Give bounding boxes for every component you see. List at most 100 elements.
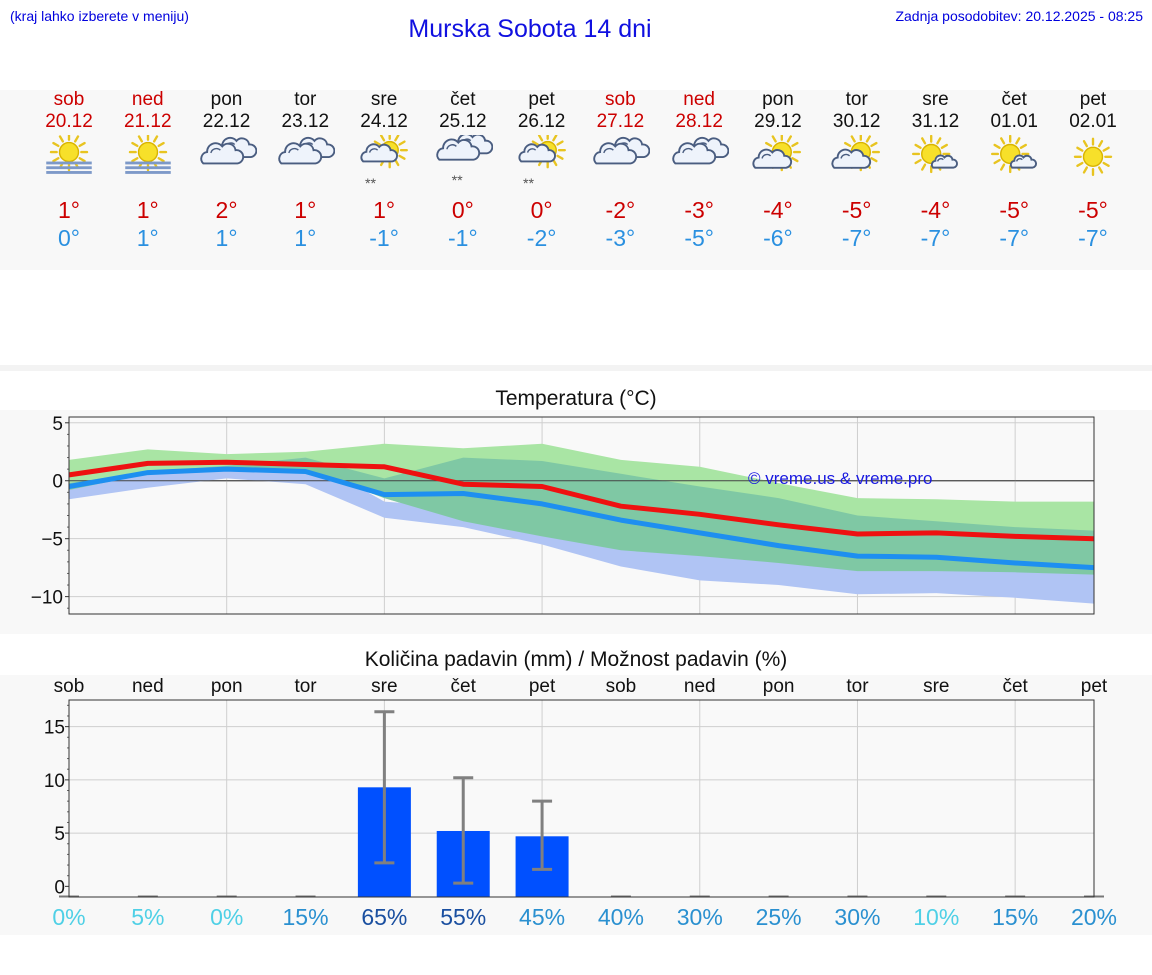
y-tick-label: 5	[54, 824, 65, 845]
temp-min: -1°	[369, 225, 399, 251]
temp-min: 1°	[294, 225, 317, 251]
temp-max: -2°	[605, 197, 636, 223]
precip-chance: 45%	[519, 904, 566, 930]
precip-day-label: pet	[528, 676, 556, 697]
day-date: 31.12	[911, 111, 960, 132]
precip-day-label: sob	[605, 676, 637, 697]
day-date: 20.12	[45, 111, 93, 132]
min-temp-line	[68, 466, 1095, 571]
day-column: sob 27.12 -2° -3°	[575, 89, 665, 252]
temp-max: -4°	[920, 197, 951, 223]
temp-min: -7°	[920, 225, 951, 251]
temp-max: 1°	[373, 197, 396, 223]
temp-max: 1°	[136, 197, 159, 223]
precip-day-label: sre	[923, 676, 950, 697]
precip-day-label: sre	[371, 676, 398, 697]
y-tick-label: 5	[52, 414, 63, 435]
day-column: sre 31.12 -4° -7°	[890, 89, 980, 252]
location-hint: (kraj lahko izberete v meniju)	[10, 8, 189, 24]
y-tick-label: −5	[41, 530, 63, 551]
day-date: 25.12	[439, 111, 487, 132]
day-column: sob 20.12 1° 0°	[24, 89, 114, 252]
temperature-chart: 5 0 −5 −10 © vreme.us & vreme.pro	[31, 414, 1095, 615]
y-tick-label: 15	[44, 718, 65, 739]
last-update: Zadnja posodobitev: 20.12.2025 - 08:25	[895, 8, 1143, 24]
plot-area	[69, 700, 1094, 897]
precip-day-label: čet	[450, 676, 476, 697]
day-date: 29.12	[754, 111, 802, 132]
forecast-strip	[0, 90, 1152, 270]
temp-min: -7°	[1078, 225, 1108, 251]
sun-icon	[1073, 137, 1113, 177]
temp-min: -2°	[526, 225, 557, 251]
day-date: 26.12	[517, 111, 566, 132]
cloudy-icon	[278, 136, 336, 165]
day-date: 21.12	[123, 111, 172, 132]
plot-frame	[68, 416, 1095, 615]
precip-day-label: tor	[294, 676, 317, 697]
precip-chance: 65%	[361, 904, 408, 930]
svg-text:**: **	[451, 173, 463, 189]
svg-text:**: **	[523, 176, 535, 190]
day-name: sob	[605, 89, 636, 110]
day-column: sre 24.12 ** 1° -1°	[339, 89, 429, 252]
partly-cloudy-icon	[752, 135, 801, 172]
partly-cloudy-icon	[831, 135, 880, 172]
precip-chance: 0%	[210, 904, 244, 930]
cloudy-icon	[672, 136, 730, 165]
day-name: tor	[845, 89, 868, 110]
precip-day-label: tor	[846, 676, 869, 697]
day-name: sob	[53, 89, 85, 110]
day-column: pet 02.01 -5° -7°	[1048, 89, 1138, 252]
cloudy-icon	[593, 136, 651, 165]
sun-small-cloud-icon	[991, 135, 1038, 174]
temp-min: 1°	[215, 225, 238, 251]
temp-min: -1°	[448, 225, 478, 251]
cloudy-icon	[199, 136, 257, 165]
sun-small-cloud-icon	[912, 135, 959, 174]
temp-max: -5°	[1078, 197, 1108, 223]
precip-chance: 40%	[597, 904, 644, 930]
precip-chance: 25%	[755, 904, 802, 930]
precip-chance: 5%	[131, 904, 165, 930]
day-column: ned 28.12 -3° -5°	[654, 89, 744, 252]
sun-fog-icon	[46, 135, 92, 174]
day-name: tor	[294, 89, 317, 110]
precip-day-label: pet	[1080, 676, 1108, 697]
temp-max: 0°	[530, 197, 553, 223]
day-name: pet	[528, 89, 555, 110]
temp-max: 1°	[294, 197, 317, 223]
day-name: pet	[1079, 89, 1107, 110]
temp-max: -4°	[763, 197, 793, 223]
temp-min: -3°	[605, 225, 636, 251]
precip-chance: 15%	[282, 904, 329, 930]
temp-min: 0°	[58, 225, 80, 251]
temp-max: 0°	[451, 197, 474, 223]
day-date: 01.01	[990, 111, 1038, 132]
temp-min: -7°	[999, 225, 1030, 251]
day-column: pon 22.12 2° 1°	[182, 89, 272, 252]
precip-chance: 55%	[440, 904, 487, 930]
y-tick-label: 0	[52, 472, 63, 493]
day-column: tor 23.12 1° 1°	[260, 89, 350, 252]
day-name: čet	[1001, 89, 1027, 110]
day-date: 02.01	[1069, 111, 1117, 132]
day-column: pet 26.12 ** 0° -2°	[497, 89, 587, 252]
svg-text:**: **	[365, 176, 377, 190]
precip-day-label: pon	[210, 676, 243, 697]
temp-max: 1°	[58, 197, 80, 223]
temp-min: -7°	[841, 225, 872, 251]
precipitation-chart: 0 5 10 15	[44, 699, 1104, 898]
day-date: 22.12	[202, 111, 251, 132]
precip-day-label: ned	[683, 676, 716, 697]
precip-day-label: ned	[131, 676, 164, 697]
day-name: sre	[370, 89, 398, 110]
page-title: Murska Sobota 14 dni	[408, 15, 652, 43]
divider	[0, 365, 1152, 371]
day-name: ned	[683, 89, 715, 110]
y-tick-label: −10	[31, 588, 63, 609]
precipitation-chart-title: Količina padavin (mm) / Možnost padavin …	[364, 648, 788, 671]
precip-day-label: pon	[762, 676, 795, 697]
day-date: 28.12	[675, 111, 723, 132]
precip-chance: 10%	[913, 904, 960, 930]
